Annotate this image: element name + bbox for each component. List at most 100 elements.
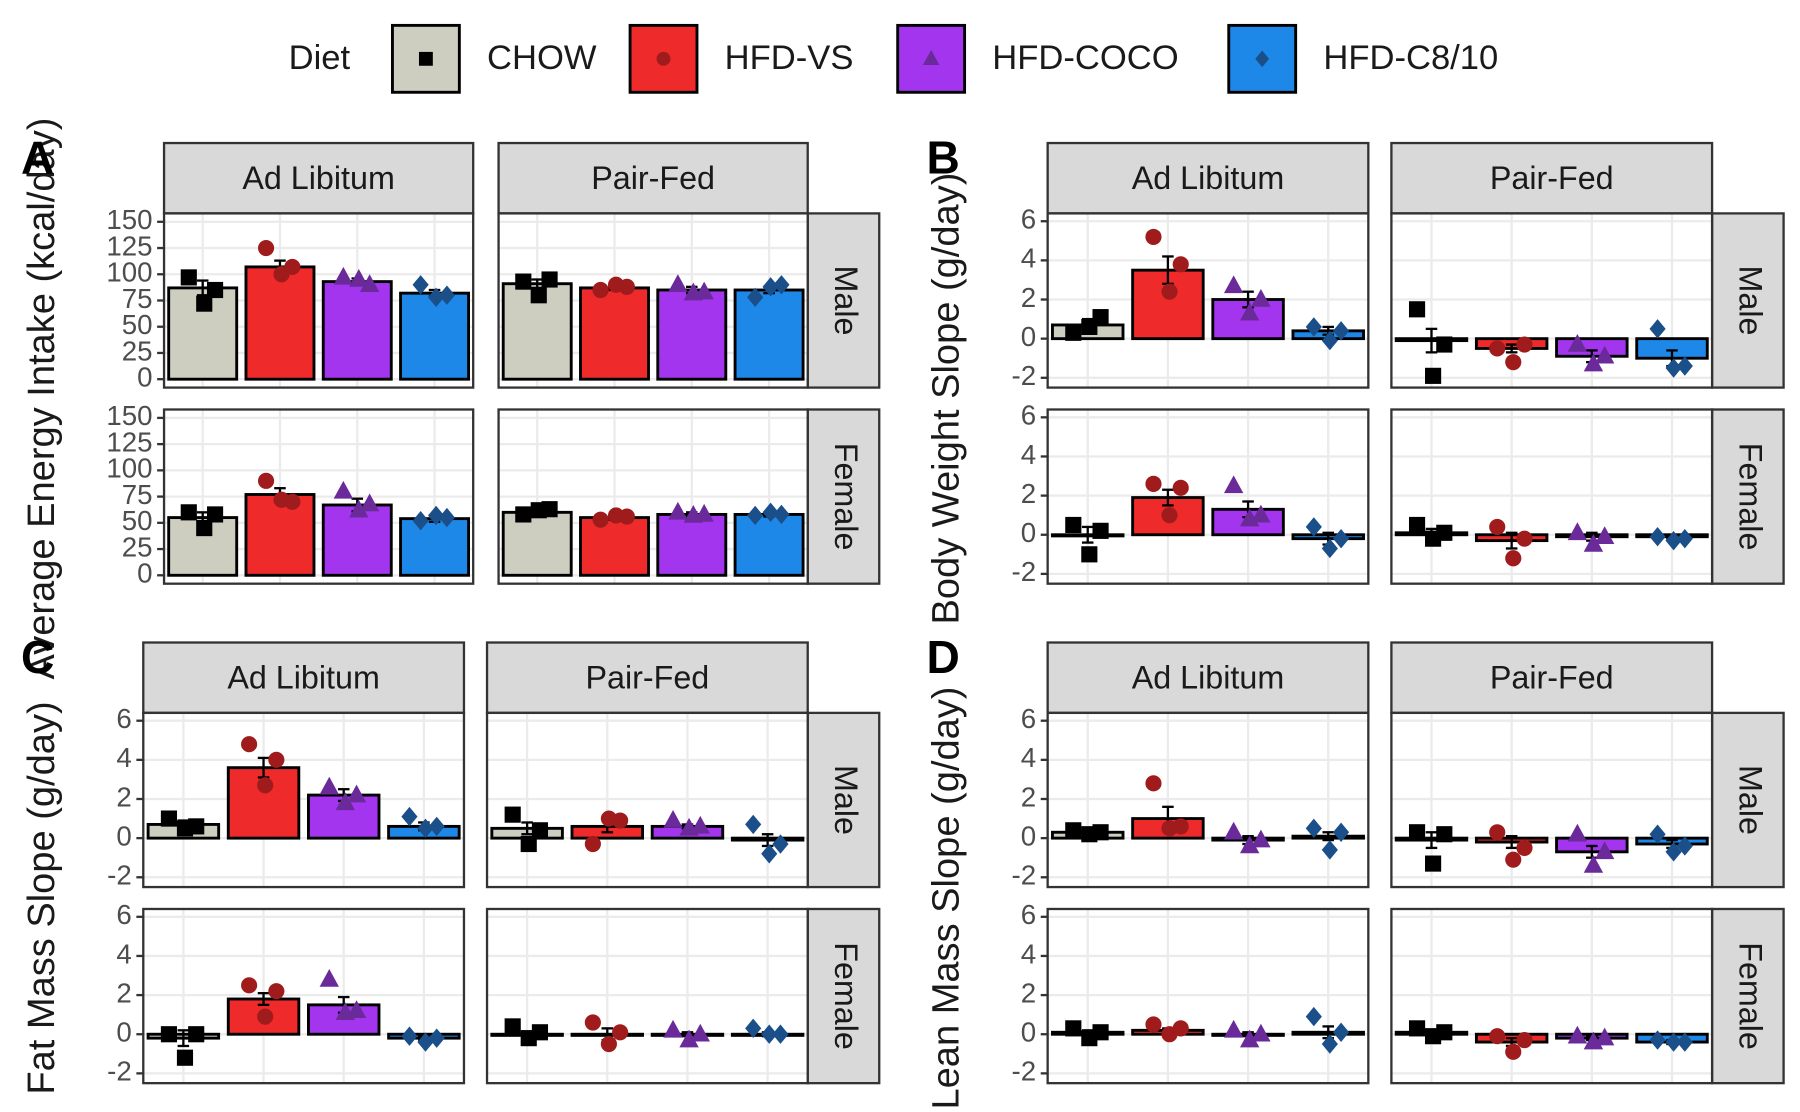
data-point xyxy=(335,792,356,811)
strip-label: Pair-Fed xyxy=(585,660,709,696)
data-point xyxy=(1665,530,1682,551)
data-point xyxy=(663,810,683,828)
error-bar xyxy=(257,991,270,1007)
y-tick-label: 0 xyxy=(1021,517,1036,548)
data-point xyxy=(531,1024,549,1041)
y-tick-label: 150 xyxy=(106,400,152,431)
data-point xyxy=(584,835,601,853)
y-tick-label: 100 xyxy=(106,453,152,484)
y-axis-title: Body Weight Slope (g/day) xyxy=(925,173,967,625)
data-point xyxy=(1489,824,1506,841)
data-point xyxy=(1567,522,1588,541)
data-point xyxy=(1594,841,1615,860)
y-axis-title: Average Energy Intake (kcal/day) xyxy=(21,118,63,680)
data-point xyxy=(428,505,445,526)
strip-label: Male xyxy=(828,266,864,336)
data-point xyxy=(438,285,455,305)
data-point xyxy=(428,287,445,308)
panel-border xyxy=(1390,907,1714,1085)
data-point xyxy=(1251,504,1271,523)
data-point xyxy=(747,287,764,308)
data-point xyxy=(1567,1025,1588,1044)
data-point xyxy=(600,1035,617,1053)
panel-label: A xyxy=(21,132,54,184)
data-point xyxy=(504,806,521,823)
data-point xyxy=(180,504,197,521)
data-point xyxy=(268,751,285,768)
bar xyxy=(501,510,573,577)
data-point xyxy=(1436,1024,1453,1041)
data-point xyxy=(180,269,197,286)
panel-border xyxy=(497,212,809,389)
panel-label: B xyxy=(927,132,960,184)
data-point xyxy=(747,505,764,526)
y-tick-label: 2 xyxy=(1021,282,1036,313)
panel-border xyxy=(497,408,809,585)
data-point xyxy=(1305,517,1322,537)
data-point xyxy=(618,508,635,525)
strip xyxy=(1390,141,1714,215)
data-point xyxy=(1065,516,1082,534)
data-point xyxy=(438,507,455,528)
legend-key-point xyxy=(418,51,433,66)
panel-border xyxy=(485,907,809,1085)
y-tick-label: 4 xyxy=(1021,439,1036,470)
error-bar xyxy=(1081,525,1094,544)
data-point xyxy=(1505,550,1522,567)
strip-label: Ad Libitum xyxy=(1132,660,1285,696)
y-tick-label: 0 xyxy=(116,1017,131,1048)
y-tick-label: 75 xyxy=(122,479,153,510)
data-point xyxy=(241,977,258,994)
data-point xyxy=(1332,321,1350,341)
data-point xyxy=(206,281,224,299)
error-bar xyxy=(1505,835,1518,850)
data-point xyxy=(745,814,762,835)
strip-label: Pair-Fed xyxy=(1490,160,1614,196)
data-point xyxy=(612,812,629,829)
data-point xyxy=(1408,824,1426,841)
data-point xyxy=(1505,1043,1522,1060)
y-tick-label: -2 xyxy=(1012,360,1037,391)
data-point xyxy=(333,266,354,285)
error-bar xyxy=(1586,844,1598,859)
strip xyxy=(1710,711,1785,889)
y-tick-label: 4 xyxy=(1021,742,1036,773)
data-point xyxy=(196,519,213,537)
data-point xyxy=(1251,829,1271,848)
data-point xyxy=(1408,301,1426,318)
y-tick-label: 0 xyxy=(137,362,152,393)
y-tick-label: 100 xyxy=(106,257,152,288)
strip xyxy=(1046,141,1370,215)
y-tick-label: 6 xyxy=(1021,400,1036,431)
data-point xyxy=(1516,336,1533,353)
error-bar xyxy=(1425,831,1438,850)
data-point xyxy=(1676,528,1693,549)
data-point xyxy=(1145,1016,1162,1033)
data-point xyxy=(762,277,779,297)
data-point xyxy=(412,511,429,531)
legend-label: HFD-C8/10 xyxy=(1323,39,1498,77)
data-point xyxy=(1239,1029,1260,1048)
data-point xyxy=(584,1014,601,1031)
data-point xyxy=(257,472,275,489)
data-point xyxy=(1665,358,1682,378)
y-tick-label: 50 xyxy=(122,309,153,340)
strip-label: Pair-Fed xyxy=(591,160,715,196)
error-bar xyxy=(177,1029,190,1048)
data-point xyxy=(690,815,710,834)
data-point xyxy=(761,844,778,864)
data-point xyxy=(541,501,558,518)
data-point xyxy=(1489,340,1506,357)
bar xyxy=(733,288,805,381)
strip-label: Female xyxy=(1732,443,1768,551)
data-point xyxy=(1321,1034,1338,1054)
strip-label: Female xyxy=(828,942,864,1050)
data-point xyxy=(319,968,339,987)
data-point xyxy=(1649,319,1666,339)
data-point xyxy=(1065,1020,1082,1037)
data-point xyxy=(1583,534,1604,552)
data-point xyxy=(541,271,558,288)
legend-key-point xyxy=(1255,50,1270,68)
y-tick-label: 150 xyxy=(106,204,152,235)
